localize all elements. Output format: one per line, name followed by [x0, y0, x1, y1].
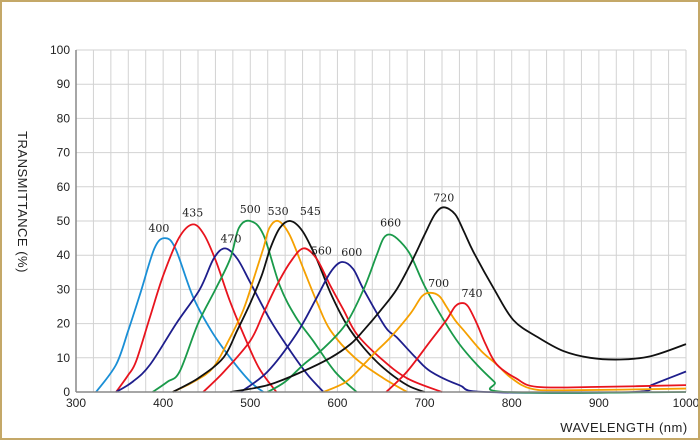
- peak-label-435: 435: [182, 206, 203, 219]
- series-line-700: [323, 291, 687, 393]
- peak-label-545: 545: [300, 205, 321, 218]
- y-tick-label: 10: [57, 351, 71, 365]
- peak-label-740: 740: [462, 287, 483, 300]
- x-tick-label: 1000: [673, 396, 700, 410]
- peak-label-600: 600: [341, 246, 362, 259]
- y-tick-label: 60: [57, 180, 71, 194]
- x-tick-label: 600: [327, 396, 347, 410]
- x-tick-label: 800: [502, 396, 522, 410]
- y-tick-label: 0: [63, 385, 70, 399]
- peak-label-470: 470: [221, 232, 242, 245]
- peak-label-660: 660: [380, 217, 401, 230]
- peak-label-560: 560: [311, 244, 332, 257]
- x-tick-label: 900: [589, 396, 609, 410]
- series-line-400: [95, 237, 264, 393]
- x-tick-label: 700: [415, 396, 435, 410]
- peak-labels: 400 435 470 500 530 545 560 600 660 720 700 740: [148, 191, 482, 300]
- y-tick-label: 20: [57, 317, 71, 331]
- peak-label-720: 720: [433, 191, 454, 204]
- y-tick-label: 30: [57, 282, 71, 296]
- y-tick-label: 70: [57, 146, 71, 160]
- x-tick-label: 300: [66, 396, 86, 410]
- y-tick-label: 50: [57, 214, 71, 228]
- y-tick-label: 90: [57, 77, 71, 91]
- y-tick-label: 40: [57, 248, 71, 262]
- curves: [95, 206, 687, 394]
- series-line-435: [115, 223, 278, 393]
- series-line-660: [267, 233, 687, 394]
- x-tick-label: 400: [153, 396, 173, 410]
- x-axis-label: WAVELENGTH (nm): [560, 420, 687, 435]
- peak-label-500: 500: [240, 203, 261, 216]
- peak-label-700: 700: [428, 277, 449, 290]
- series-line-500: [152, 219, 358, 393]
- series-line-545: [172, 220, 425, 393]
- y-axis-label: TRANSMITTANCE (%): [15, 131, 30, 273]
- series-line-720: [230, 206, 687, 393]
- axes: 300 400 500 600 700 800 900 1000 0 10 20 30 40 50 60 70…: [50, 43, 700, 410]
- x-tick-label: 500: [240, 396, 260, 410]
- peak-label-530: 530: [268, 205, 289, 218]
- grid: [75, 49, 687, 393]
- series-line-530: [172, 219, 408, 393]
- peak-label-400: 400: [148, 222, 169, 235]
- y-tick-label: 100: [50, 43, 70, 57]
- series-line-560: [202, 247, 443, 393]
- series-line-740: [385, 302, 687, 393]
- y-tick-label: 80: [57, 111, 71, 125]
- series-line-470: [115, 247, 325, 393]
